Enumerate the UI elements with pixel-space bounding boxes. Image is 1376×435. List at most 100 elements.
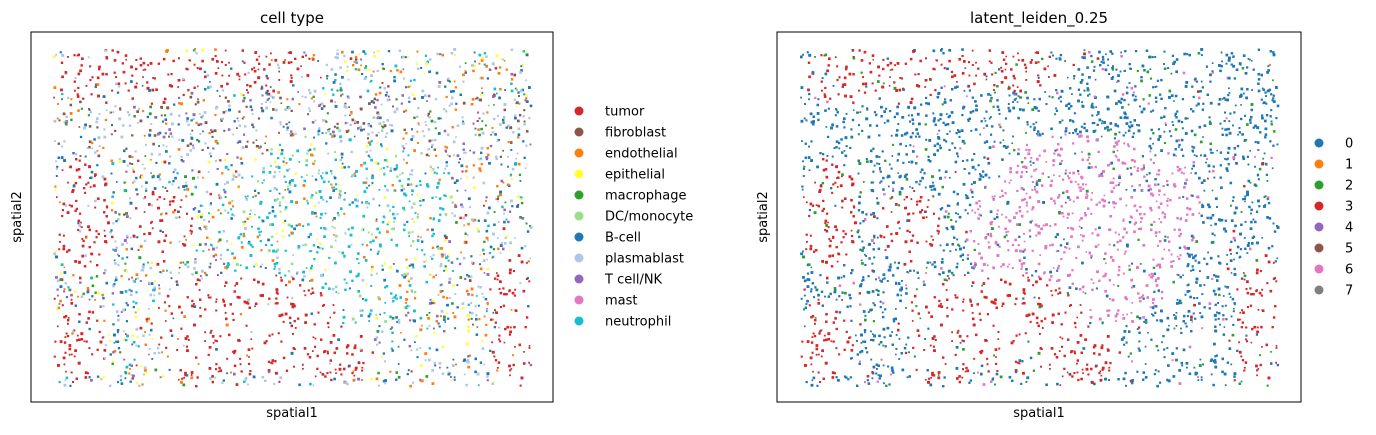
scatter-point	[517, 136, 520, 139]
scatter-point	[158, 131, 162, 135]
scatter-point	[303, 290, 306, 292]
scatter-point	[416, 216, 419, 219]
scatter-point	[211, 135, 214, 138]
scatter-point	[357, 127, 360, 130]
scatter-point	[123, 358, 126, 361]
scatter-point	[473, 186, 476, 190]
scatter-point	[410, 138, 413, 141]
scatter-point	[69, 288, 72, 291]
scatter-point	[198, 289, 201, 291]
scatter-point	[196, 138, 199, 142]
scatter-point	[70, 298, 73, 301]
scatter-point	[382, 67, 385, 70]
scatter-point	[63, 159, 66, 162]
scatter-point	[321, 247, 324, 250]
scatter-point	[301, 95, 304, 98]
scatter-point	[56, 196, 58, 198]
scatter-point	[381, 330, 384, 333]
scatter-point	[82, 97, 85, 100]
scatter-point	[195, 121, 198, 124]
scatter-point	[371, 174, 374, 177]
scatter-point	[269, 189, 272, 192]
scatter-point	[408, 284, 412, 287]
scatter-point	[278, 380, 281, 383]
scatter-point	[1035, 157, 1039, 161]
scatter-point	[173, 103, 176, 106]
scatter-point	[310, 292, 313, 295]
scatter-point	[327, 152, 330, 155]
scatter-point	[117, 318, 120, 322]
scatter-point	[65, 120, 68, 123]
scatter-point	[99, 340, 103, 344]
scatter-point	[209, 377, 212, 380]
scatter-point	[396, 69, 399, 72]
scatter-point	[308, 109, 311, 112]
scatter-point	[85, 236, 88, 239]
scatter-point	[87, 114, 90, 117]
scatter-point	[392, 212, 395, 216]
scatter-point	[204, 121, 208, 124]
scatter-point	[438, 181, 440, 184]
scatter-point	[252, 375, 256, 379]
scatter-point	[178, 57, 180, 60]
scatter-point	[375, 377, 379, 381]
scatter-point	[382, 215, 385, 218]
scatter-point	[526, 230, 530, 233]
scatter-point	[101, 293, 104, 297]
scatter-point	[341, 93, 344, 96]
scatter-point	[423, 94, 427, 97]
scatter-point	[125, 212, 128, 215]
scatter-point	[136, 236, 139, 239]
scatter-point	[361, 279, 364, 282]
scatter-point	[293, 365, 295, 368]
scatter-point	[937, 224, 940, 228]
scatter-point	[327, 180, 330, 183]
scatter-point	[333, 377, 336, 381]
scatter-point	[191, 273, 193, 275]
scatter-point	[392, 105, 394, 108]
scatter-point	[320, 76, 322, 79]
scatter-point	[78, 159, 81, 162]
scatter-point	[273, 268, 276, 270]
scatter-point	[470, 103, 474, 106]
scatter-point	[163, 301, 166, 304]
scatter-point	[123, 149, 126, 153]
scatter-point	[316, 238, 318, 241]
scatter-point	[161, 351, 163, 354]
scatter-point	[458, 262, 462, 266]
scatter-point	[311, 350, 314, 352]
scatter-point	[168, 368, 171, 371]
scatter-point	[377, 113, 380, 116]
scatter-point	[160, 272, 163, 274]
scatter-point	[239, 357, 242, 360]
scatter-point	[145, 318, 148, 321]
scatter-point	[462, 216, 466, 220]
scatter-point	[249, 370, 252, 372]
scatter-point	[125, 365, 129, 369]
scatter-point	[105, 281, 108, 285]
scatter-point	[171, 122, 174, 126]
scatter-point	[394, 64, 398, 68]
scatter-point	[372, 239, 375, 243]
scatter-point	[336, 122, 339, 125]
scatter-point	[502, 149, 504, 152]
scatter-point	[328, 287, 331, 290]
scatter-point	[248, 306, 251, 309]
scatter-point	[349, 270, 352, 274]
scatter-point	[416, 193, 419, 196]
scatter-point	[502, 118, 505, 122]
scatter-point	[407, 231, 411, 235]
scatter-point	[384, 94, 388, 97]
scatter-point	[342, 316, 346, 319]
scatter-point	[133, 280, 136, 283]
scatter-point	[245, 145, 248, 148]
scatter-point	[450, 90, 453, 93]
scatter-point	[58, 303, 61, 305]
scatter-point	[247, 91, 249, 94]
scatter-point	[141, 185, 143, 188]
scatter-point	[109, 111, 112, 114]
scatter-point	[78, 126, 81, 128]
scatter-point	[407, 55, 410, 58]
scatter-point	[1008, 263, 1011, 266]
scatter-point	[268, 97, 270, 100]
